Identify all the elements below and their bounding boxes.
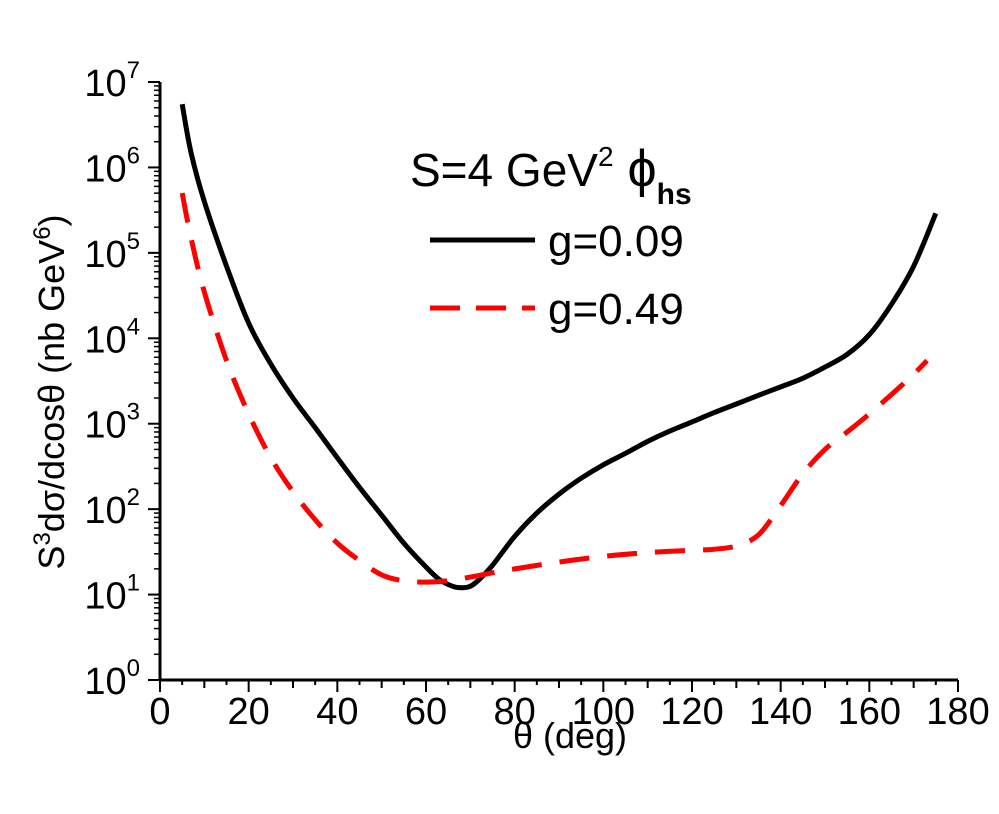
x-tick-label: 120 bbox=[660, 691, 723, 733]
title-main: S=4 GeV bbox=[410, 144, 598, 196]
y-tick-label: 104 bbox=[84, 313, 140, 361]
series-layer bbox=[179, 103, 939, 591]
x-tick-label: 40 bbox=[316, 691, 358, 733]
x-tick-label: 0 bbox=[149, 691, 170, 733]
series-line-g009 bbox=[179, 103, 939, 591]
y-label-gev-sup: 6 bbox=[29, 226, 56, 239]
x-tick-label: 160 bbox=[838, 691, 901, 733]
x-tick-label: 100 bbox=[572, 691, 635, 733]
y-tick-label: 103 bbox=[84, 399, 140, 447]
x-axis-label: θ (deg) bbox=[513, 715, 627, 756]
x-tick-label: 180 bbox=[926, 691, 989, 733]
y-axis-ticks: 100 101 102 103 104 105 106 107 bbox=[84, 57, 160, 703]
y-label-s: S bbox=[31, 546, 72, 570]
y-tick-label: 100 bbox=[84, 655, 140, 703]
y-label-s-sup: 3 bbox=[29, 532, 56, 545]
y-tick-label: 101 bbox=[84, 570, 140, 618]
y-tick-label: 106 bbox=[84, 142, 140, 190]
y-tick-label: 105 bbox=[84, 228, 140, 276]
y-label-end: ) bbox=[31, 214, 72, 226]
title-phi: ϕ bbox=[628, 140, 657, 198]
legend: g=0.09 g=0.49 bbox=[430, 217, 684, 334]
y-tick-label: 102 bbox=[84, 484, 140, 532]
x-tick-label: 140 bbox=[749, 691, 812, 733]
y-label-mid: dσ/dcosθ (nb GeV bbox=[31, 240, 72, 532]
x-axis-ticks: 0 20 40 60 80 100 120 140 160 180 bbox=[149, 680, 990, 733]
y-tick-label: 107 bbox=[84, 57, 140, 105]
title-main-sup: 2 bbox=[598, 141, 614, 172]
title-phi-sub: hs bbox=[657, 178, 692, 211]
legend-label-g049: g=0.49 bbox=[548, 285, 684, 334]
series-line-g049 bbox=[179, 192, 929, 585]
legend-label-g009: g=0.09 bbox=[548, 217, 684, 266]
chart-title: S=4 GeV2 ϕhs bbox=[410, 140, 692, 211]
x-tick-label: 20 bbox=[228, 691, 270, 733]
x-tick-label: 60 bbox=[405, 691, 447, 733]
y-axis-label: S3dσ/dcosθ (nb GeV6) bbox=[29, 214, 72, 569]
x-tick-label: 80 bbox=[494, 691, 536, 733]
